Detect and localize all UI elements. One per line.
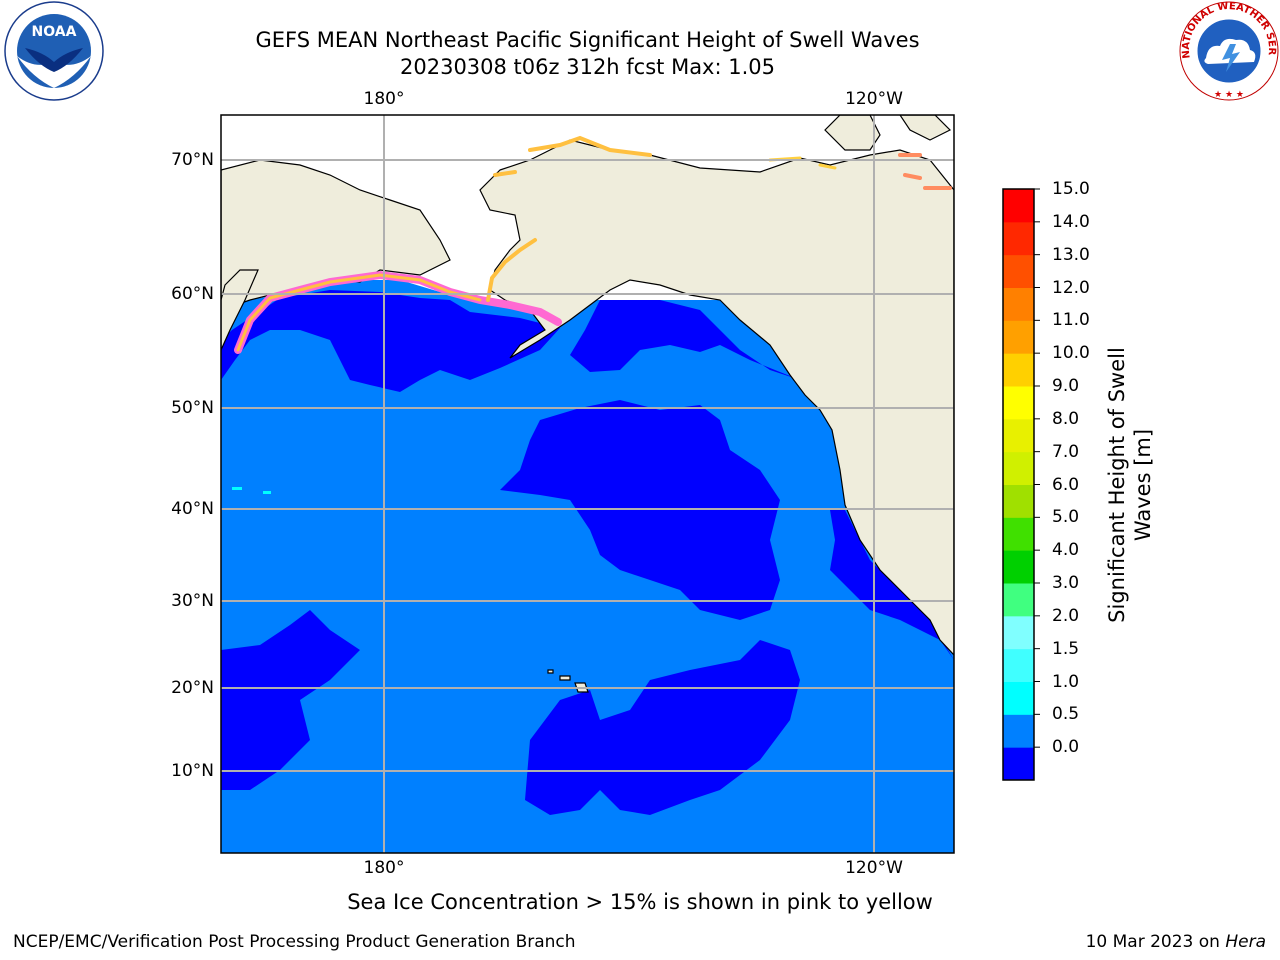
- colorbar-tick-label: 8.0: [1052, 408, 1080, 429]
- colorbar-cell: [1003, 221, 1034, 256]
- lat-label-50n: 50°N: [171, 398, 214, 418]
- noaa-logo: NOAA: [4, 1, 104, 101]
- swell-spot: [263, 491, 271, 494]
- colorbar-tick-label: 9.0: [1052, 376, 1080, 396]
- arctic-island-1: [824, 115, 881, 151]
- colorbar-cell: [1003, 189, 1034, 223]
- colorbar-tick-label: 0.5: [1052, 704, 1080, 725]
- date-value: 10 Mar 2023 on: [1085, 932, 1226, 952]
- colorbar-cell: [1003, 681, 1034, 715]
- colorbar-cell: [1003, 550, 1034, 584]
- colorbar-cell: [1003, 517, 1034, 551]
- colorbar-cells: [1003, 189, 1034, 781]
- colorbar-cell: [1003, 254, 1034, 288]
- svg-text:NOAA: NOAA: [32, 24, 77, 40]
- colorbar-tick-label: 14.0: [1052, 211, 1090, 232]
- alaska-canada: [479, 139, 954, 656]
- colorbar-cell: [1003, 747, 1034, 781]
- date-host: Hera: [1225, 932, 1266, 952]
- lat-label-10n: 10°N: [171, 761, 214, 781]
- map-frame: [220, 114, 955, 854]
- colorbar-cell: [1003, 287, 1034, 321]
- colorbar-tick-label: 10.0: [1052, 343, 1090, 364]
- colorbar-tick-label: 4.0: [1052, 540, 1080, 561]
- credit-text: NCEP/EMC/Verification Post Processing Pr…: [13, 932, 576, 952]
- colorbar-title: Significant Height of Swell Waves [m]: [1105, 347, 1155, 623]
- lat-label-70n: 70°N: [171, 150, 214, 170]
- colorbar-tick-label: 6.0: [1052, 474, 1080, 495]
- map-content: [221, 115, 954, 853]
- colorbar-cell: [1003, 648, 1034, 682]
- colorbar-ticks: [1034, 188, 1040, 748]
- colorbar-cell: [1003, 320, 1034, 354]
- colorbar-tick-label: 13.0: [1052, 244, 1090, 265]
- sea-ice: [234, 135, 952, 354]
- colorbar-tick-label: 3.0: [1052, 573, 1080, 593]
- lat-label-60n: 60°N: [171, 284, 214, 304]
- colorbar-cell: [1003, 353, 1034, 387]
- nws-logo: NATIONAL WEATHER SERVICE ★ ★ ★: [1178, 0, 1279, 101]
- sea-ice-note: Sea Ice Concentration > 15% is shown in …: [347, 890, 933, 914]
- colorbar-tick-label: 7.0: [1052, 441, 1080, 462]
- lon-label-bottom-120w: 120°W: [845, 858, 903, 878]
- colorbar-tick-label: 1.0: [1052, 671, 1080, 692]
- land: [221, 115, 954, 693]
- colorbar-cell: [1003, 451, 1034, 485]
- arctic-island-2: [899, 115, 952, 141]
- colorbar-tick-label: 12.0: [1052, 277, 1090, 298]
- colorbar-cell: [1003, 714, 1034, 748]
- date-text: 10 Mar 2023 on Hera: [1086, 932, 1266, 952]
- swell-spot: [232, 487, 242, 490]
- colorbar-tick-label: 2.0: [1052, 605, 1080, 626]
- colorbar-cell: [1003, 386, 1034, 420]
- colorbar-tick-label: 15.0: [1052, 179, 1090, 199]
- gridlines: [221, 115, 954, 853]
- colorbar-cell: [1003, 583, 1034, 617]
- colorbar-tick-label: 1.5: [1052, 638, 1080, 659]
- colorbar-cell: [1003, 418, 1034, 453]
- lon-label-top-120w: 120°W: [845, 89, 903, 109]
- lat-label-40n: 40°N: [171, 499, 214, 519]
- lon-label-top-180: 180°: [363, 89, 405, 109]
- colorbar-tick-label: 5.0: [1052, 507, 1080, 528]
- map-title: GEFS MEAN Northeast Pacific Significant …: [255, 28, 920, 52]
- map-subtitle: 20230308 t06z 312h fcst Max: 1.05: [400, 55, 775, 79]
- lon-label-bottom-180: 180°: [363, 858, 405, 878]
- colorbar-cell: [1003, 484, 1034, 518]
- colorbar-tick-label: 0.0: [1052, 737, 1080, 758]
- svg-text:★ ★ ★: ★ ★ ★: [1214, 90, 1244, 100]
- colorbar-cell: [1003, 615, 1034, 650]
- lat-label-30n: 30°N: [171, 591, 214, 611]
- colorbar-tick-label: 11.0: [1052, 310, 1090, 331]
- lat-label-20n: 20°N: [171, 678, 214, 698]
